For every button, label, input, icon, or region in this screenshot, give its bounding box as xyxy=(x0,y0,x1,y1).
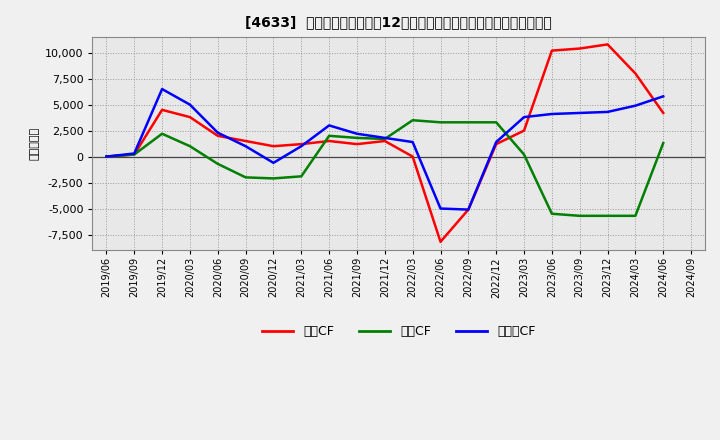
投資CF xyxy=(213,161,222,166)
フリーCF xyxy=(297,143,305,149)
フリーCF xyxy=(631,103,639,108)
営業CF xyxy=(380,138,389,143)
フリーCF xyxy=(186,102,194,107)
フリーCF xyxy=(130,151,138,156)
フリーCF xyxy=(158,86,166,92)
投資CF xyxy=(631,213,639,219)
フリーCF xyxy=(325,123,333,128)
投資CF xyxy=(186,143,194,149)
投資CF xyxy=(659,140,667,146)
フリーCF xyxy=(659,94,667,99)
投資CF xyxy=(492,120,500,125)
投資CF xyxy=(464,120,472,125)
営業CF xyxy=(603,42,612,47)
投資CF xyxy=(102,154,111,159)
営業CF xyxy=(297,142,305,147)
Line: 営業CF: 営業CF xyxy=(107,44,663,242)
フリーCF xyxy=(464,207,472,212)
営業CF xyxy=(408,154,417,159)
投資CF xyxy=(353,135,361,140)
フリーCF xyxy=(436,206,445,211)
営業CF xyxy=(520,128,528,133)
フリーCF xyxy=(603,109,612,114)
投資CF xyxy=(297,174,305,179)
Line: 投資CF: 投資CF xyxy=(107,120,663,216)
営業CF xyxy=(325,138,333,143)
フリーCF xyxy=(213,130,222,136)
営業CF xyxy=(269,143,278,149)
フリーCF xyxy=(547,111,556,117)
投資CF xyxy=(603,213,612,219)
フリーCF xyxy=(520,114,528,120)
営業CF xyxy=(130,152,138,157)
投資CF xyxy=(380,136,389,142)
営業CF xyxy=(575,46,584,51)
営業CF xyxy=(102,154,111,159)
営業CF xyxy=(213,133,222,139)
投資CF xyxy=(408,117,417,123)
営業CF xyxy=(241,138,250,143)
投資CF xyxy=(269,176,278,181)
投資CF xyxy=(130,152,138,157)
Legend: 営業CF, 投資CF, フリーCF: 営業CF, 投資CF, フリーCF xyxy=(257,320,541,343)
営業CF xyxy=(631,71,639,76)
フリーCF xyxy=(408,139,417,145)
営業CF xyxy=(492,142,500,147)
営業CF xyxy=(186,114,194,120)
営業CF xyxy=(464,207,472,212)
フリーCF xyxy=(269,160,278,165)
営業CF xyxy=(547,48,556,53)
投資CF xyxy=(575,213,584,219)
投資CF xyxy=(436,120,445,125)
フリーCF xyxy=(102,154,111,159)
Y-axis label: （百万円）: （百万円） xyxy=(30,127,40,160)
フリーCF xyxy=(380,135,389,140)
フリーCF xyxy=(353,131,361,136)
Title: [4633]  キャッシュフローの12か月移動合計の対前年同期増減額の推移: [4633] キャッシュフローの12か月移動合計の対前年同期増減額の推移 xyxy=(246,15,552,29)
営業CF xyxy=(158,107,166,113)
営業CF xyxy=(659,110,667,116)
投資CF xyxy=(547,211,556,216)
営業CF xyxy=(353,142,361,147)
Line: フリーCF: フリーCF xyxy=(107,89,663,209)
フリーCF xyxy=(241,143,250,149)
営業CF xyxy=(436,239,445,245)
フリーCF xyxy=(575,110,584,116)
投資CF xyxy=(158,131,166,136)
投資CF xyxy=(520,152,528,157)
投資CF xyxy=(241,175,250,180)
投資CF xyxy=(325,133,333,139)
フリーCF xyxy=(492,139,500,145)
